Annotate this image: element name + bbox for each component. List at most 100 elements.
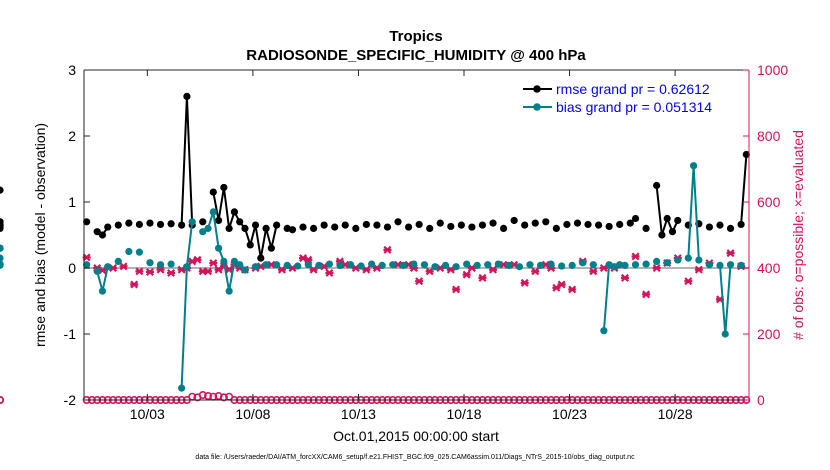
bias-point	[273, 261, 281, 269]
evaluated-obs-point	[425, 267, 434, 276]
evaluated-obs-point	[325, 268, 334, 277]
rmse-point	[135, 220, 144, 229]
rmse-point	[605, 222, 613, 231]
bias-point	[674, 256, 682, 264]
rmse-point	[167, 220, 175, 228]
rmse-point	[309, 224, 318, 232]
bias-point	[642, 260, 650, 268]
rmse-point	[404, 223, 413, 231]
bias-series	[0, 162, 745, 392]
possible-obs-point	[198, 391, 207, 400]
bias-point	[199, 228, 207, 236]
bias-point	[420, 261, 429, 269]
y-tick-label: 1	[68, 194, 76, 210]
rmse-point	[0, 220, 4, 229]
bias-point	[98, 287, 107, 295]
evaluated-obs-point	[620, 273, 629, 282]
possible-obs-point	[219, 393, 228, 402]
rmse-point	[726, 224, 735, 232]
evaluated-obs-point	[209, 259, 218, 268]
rmse-point	[531, 219, 539, 227]
rmse-point	[352, 224, 360, 232]
bias-point	[325, 260, 334, 268]
rmse-point	[236, 218, 244, 226]
y-axis-ticks: -2 -1 0 1 2 3	[64, 62, 90, 408]
rmse-point	[631, 214, 640, 223]
bias-point	[204, 224, 212, 232]
y-tick-label: 0	[68, 260, 76, 276]
y2-axis-ticks: 0 200 400 600 800 1000	[743, 62, 788, 408]
bias-point	[589, 261, 597, 269]
bias-point	[294, 262, 302, 270]
y2-tick-label: 0	[757, 392, 765, 408]
rmse-point	[573, 219, 582, 227]
rmse-point	[104, 223, 112, 231]
bias-point	[220, 257, 228, 265]
bias-point	[0, 244, 4, 252]
bias-point	[188, 218, 196, 226]
bias-point	[0, 254, 4, 262]
bias-point	[93, 267, 101, 275]
rmse-point	[178, 221, 186, 229]
y-tick-label: -2	[64, 392, 77, 408]
y2-tick-label: 1000	[757, 62, 788, 78]
evaluated-obs-point	[642, 290, 651, 299]
bias-point	[547, 260, 555, 268]
rmse-point	[0, 186, 4, 194]
rmse-point	[705, 223, 714, 231]
evaluated-obs-point	[520, 278, 529, 287]
x-axis-label: Oct.01,2015 00:00:00 start	[333, 428, 499, 444]
legend-bias-label: bias grand pr = 0.051314	[556, 99, 712, 115]
rmse-point	[394, 218, 402, 226]
evaluated-obs-point	[684, 277, 693, 286]
bias-point	[178, 384, 186, 392]
evaluated-obs-point	[145, 267, 154, 276]
rmse-point	[257, 254, 265, 262]
rmse-point	[199, 218, 207, 226]
evaluated-obs-point	[193, 255, 202, 264]
y-tick-label: 2	[68, 128, 76, 144]
x-tick-label: 10/13	[341, 406, 376, 422]
axes	[83, 69, 750, 401]
rmse-point	[156, 220, 165, 229]
evaluated-obs-point	[119, 262, 128, 271]
evaluated-obs-point	[204, 267, 213, 276]
bias-point	[515, 263, 524, 271]
y2-tick-label: 600	[757, 194, 781, 210]
rmse-point	[668, 228, 677, 236]
bias-point	[346, 261, 355, 269]
bias-point	[568, 261, 576, 269]
bias-point	[230, 257, 239, 265]
bias-point	[389, 261, 397, 269]
evaluated-obs-point	[309, 265, 318, 274]
y-tick-label: 3	[68, 62, 76, 78]
rmse-point	[114, 221, 122, 229]
bias-point	[125, 247, 133, 256]
rmse-point	[478, 221, 487, 229]
rmse-point	[552, 224, 560, 232]
bias-point	[473, 261, 481, 269]
rmse-point	[98, 231, 107, 239]
bias-point	[283, 261, 291, 269]
rmse-point	[373, 221, 381, 229]
evaluated-obs-point	[452, 285, 461, 294]
bias-point	[104, 263, 112, 271]
x-tick-label: 10/28	[658, 406, 693, 422]
rmse-point	[125, 219, 133, 227]
rmse-point	[742, 150, 750, 159]
legend-rmse-marker	[533, 85, 541, 93]
bias-point	[705, 261, 714, 269]
rmse-point	[267, 244, 275, 252]
rmse-point	[653, 181, 661, 190]
rmse-point	[362, 220, 370, 229]
bias-point	[695, 256, 703, 264]
rmse-point	[584, 220, 592, 229]
y2-tick-label: 200	[757, 326, 781, 342]
possible-obs-point	[204, 392, 213, 401]
rmse-point	[230, 208, 239, 216]
bias-point	[262, 261, 270, 269]
bias-point	[225, 287, 233, 295]
rmse-point	[563, 220, 571, 229]
rmse-point	[273, 221, 281, 229]
